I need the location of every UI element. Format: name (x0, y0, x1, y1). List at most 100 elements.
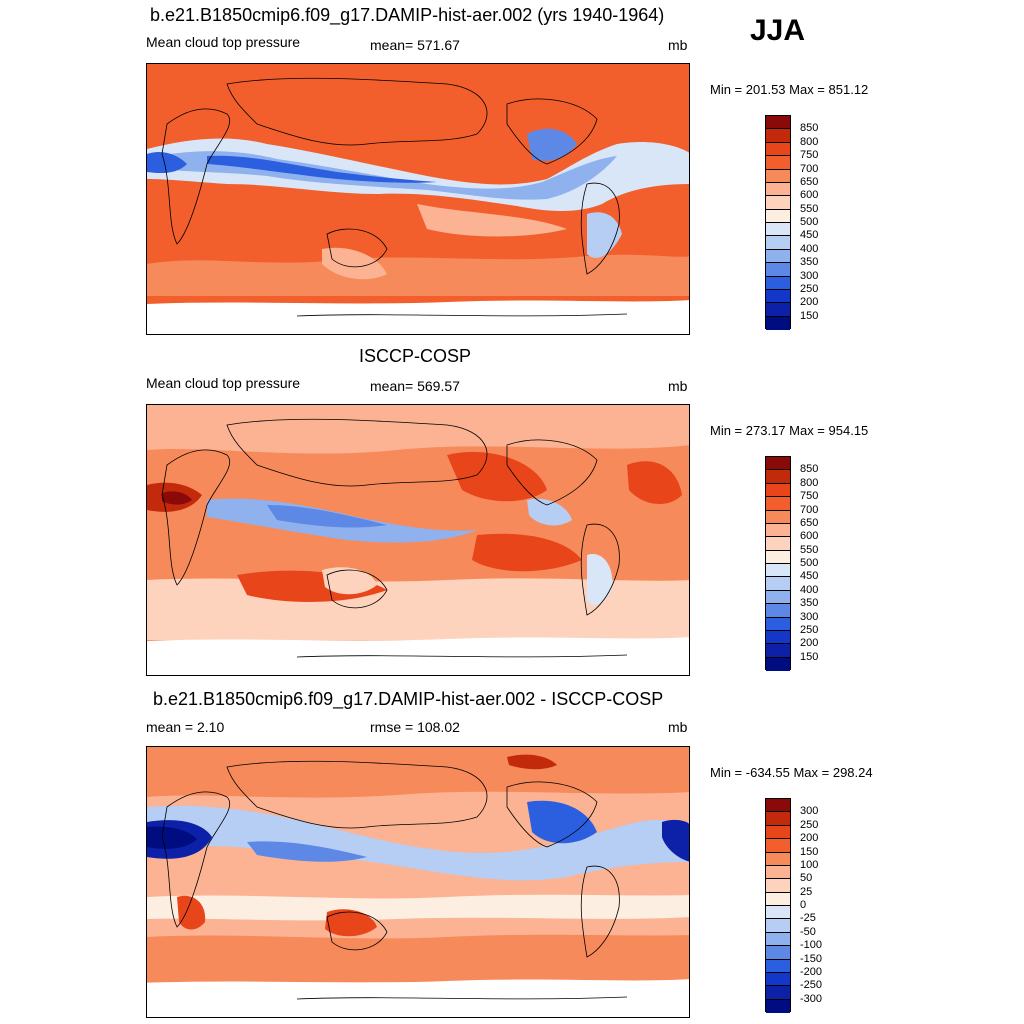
panel-3-subtropical-neutral (147, 894, 689, 921)
panel-2-central-america (527, 498, 572, 526)
panel-2-south-america-light (587, 554, 613, 606)
colorbar-tick-label: 700 (800, 162, 819, 175)
colorbar-segment (766, 209, 790, 223)
panel-1-coastlines (161, 77, 628, 317)
colorbar-tick-label: 350 (800, 256, 819, 269)
colorbar-segment (766, 906, 790, 920)
colorbar-tick-label: -250 (800, 979, 823, 992)
panel-3-minmax: Min = -634.55 Max = 298.24 (710, 765, 873, 780)
colorbar-tick-label: 25 (800, 885, 813, 898)
colorbar-segment (766, 263, 790, 277)
colorbar-tick-label: 750 (800, 149, 819, 162)
colorbar-segment (766, 497, 790, 511)
colorbar-segment (766, 276, 790, 290)
colorbar-segment (766, 537, 790, 551)
panel-2-title: ISCCP-COSP (359, 346, 472, 366)
colorbar-tick-label: 200 (800, 296, 819, 309)
panel-3-negative-band (147, 805, 689, 881)
colorbar-tick-label: 600 (800, 530, 819, 543)
colorbar-segment (766, 865, 790, 880)
colorbar-segment (766, 892, 790, 906)
colorbar-segment (766, 129, 790, 143)
colorbar-segment (766, 825, 790, 840)
panel-2-warm-pool (267, 505, 387, 528)
colorbar-tick-label: 250 (800, 282, 819, 295)
colorbar-segment (766, 196, 790, 210)
panel-1-se-pacific-light (417, 204, 567, 237)
colorbar-tick-label: 700 (800, 503, 819, 516)
panel-1-warm-pool-core (207, 155, 437, 183)
panel-3-southern-ocean (147, 934, 689, 982)
colorbar-tick-label: 150 (800, 650, 819, 663)
colorbar-tick-label: 750 (800, 490, 819, 503)
panel-1-units: mb (668, 37, 688, 53)
colorbar-segment (766, 577, 790, 591)
colorbar-tick-label: 450 (800, 570, 819, 583)
colorbar-segment (766, 249, 790, 264)
colorbar-segment (766, 812, 790, 826)
panel-2-units: mb (668, 378, 688, 394)
panel-2-ne-pacific-stratocumulus (447, 451, 547, 502)
colorbar-segment (766, 932, 790, 947)
colorbar-tick-label: -150 (800, 952, 823, 965)
colorbar-segment (766, 483, 790, 498)
panel-2-missing-data (147, 637, 689, 675)
colorbar-segment (766, 799, 790, 813)
colorbar-segment (766, 470, 790, 484)
colorbar-segment (766, 946, 790, 960)
colorbar-segment (766, 116, 790, 130)
colorbar-tick-label: 300 (800, 269, 819, 282)
colorbar-segment (766, 564, 790, 578)
colorbar-tick-label: 200 (800, 832, 819, 845)
panel-3-south-africa-positive (177, 895, 206, 930)
colorbar-tick-label: 50 (800, 872, 813, 885)
colorbar-segment (766, 169, 790, 183)
panel-1-title: b.e21.B1850cmip6.f09_g17.DAMIP-hist-aer.… (150, 5, 665, 25)
colorbar-tick-label: 650 (800, 516, 819, 529)
colorbar-tick-label: 500 (800, 216, 819, 228)
colorbar-segment (766, 604, 790, 618)
colorbar-segment (766, 182, 790, 197)
panel-3-australia-positive (325, 909, 377, 937)
colorbar-segment (766, 156, 790, 170)
panel-1-minmax: Min = 201.53 Max = 851.12 (710, 82, 869, 97)
colorbar-segment (766, 644, 790, 658)
panel-1-australia-light (322, 247, 387, 280)
colorbar-tick-label: 550 (800, 202, 819, 215)
colorbar-segment (766, 142, 790, 157)
panel-1-africa-convection (147, 152, 187, 174)
colorbar-segment (766, 657, 790, 671)
colorbar-tick-label: -100 (800, 939, 823, 952)
colorbar-tick-label: 650 (800, 175, 819, 188)
colorbar-tick-label: 250 (800, 623, 819, 636)
panel-3-indian-negative (247, 841, 367, 862)
colorbar-tick-label: 100 (800, 858, 819, 871)
colorbar-segment (766, 236, 790, 250)
colorbar-tick-label: 450 (800, 229, 819, 242)
colorbar-segment (766, 839, 790, 853)
colorbar-segment (766, 457, 790, 471)
colorbar-tick-label: 150 (800, 309, 819, 322)
panel-3-sahara-min (147, 826, 197, 849)
colorbar-tick-label: 0 (800, 899, 807, 911)
panel-3-arctic (147, 747, 689, 798)
colorbar-tick-label: 400 (800, 583, 819, 596)
panel-2-variable-label: Mean cloud top pressure (146, 375, 301, 391)
panel-3-colorbar (765, 798, 791, 1013)
panel-2-arctic-light (147, 405, 689, 454)
colorbar-tick-label: 600 (800, 189, 819, 202)
panel-3-rmse-label: rmse = 108.02 (370, 719, 460, 735)
colorbar-segment (766, 852, 790, 866)
panel-3-coastlines (161, 760, 628, 1000)
colorbar-tick-label: 850 (800, 463, 819, 476)
colorbar-tick-label: -300 (800, 992, 823, 1005)
panel-1-south-america-light (587, 212, 622, 258)
colorbar-segment (766, 550, 790, 564)
panel-3-atlantic-negative (662, 819, 689, 862)
panel-2-coastlines (161, 418, 628, 658)
panel-3-north-america-negative (527, 800, 597, 844)
panel-2-sahara-max (162, 491, 192, 505)
panel-2-australia (322, 567, 377, 595)
colorbar-tick-label: -25 (800, 912, 816, 925)
colorbar-tick-label: 300 (800, 610, 819, 623)
